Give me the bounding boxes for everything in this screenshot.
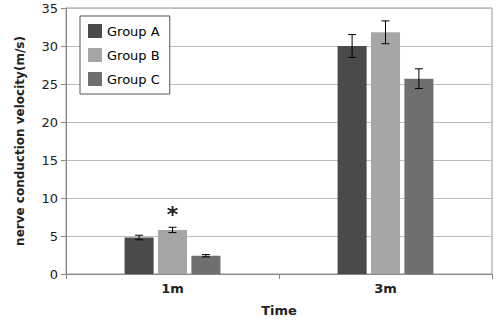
svg-text:Group A: Group A [107,24,160,39]
svg-text:30: 30 [41,39,58,54]
svg-text:0: 0 [50,267,58,282]
svg-text:3m: 3m [374,281,397,296]
svg-text:1m: 1m [161,281,184,296]
svg-text:25: 25 [41,77,58,92]
svg-text:Time: Time [261,303,297,318]
svg-text:35: 35 [41,1,58,16]
svg-text:Group C: Group C [107,72,160,87]
svg-text:5: 5 [50,229,58,244]
svg-text:*: * [167,202,179,227]
svg-text:10: 10 [41,191,58,206]
svg-text:Group B: Group B [107,48,160,63]
svg-text:20: 20 [41,115,58,130]
svg-text:nerve conduction velocity(m/s): nerve conduction velocity(m/s) [13,36,27,246]
svg-text:15: 15 [41,153,58,168]
